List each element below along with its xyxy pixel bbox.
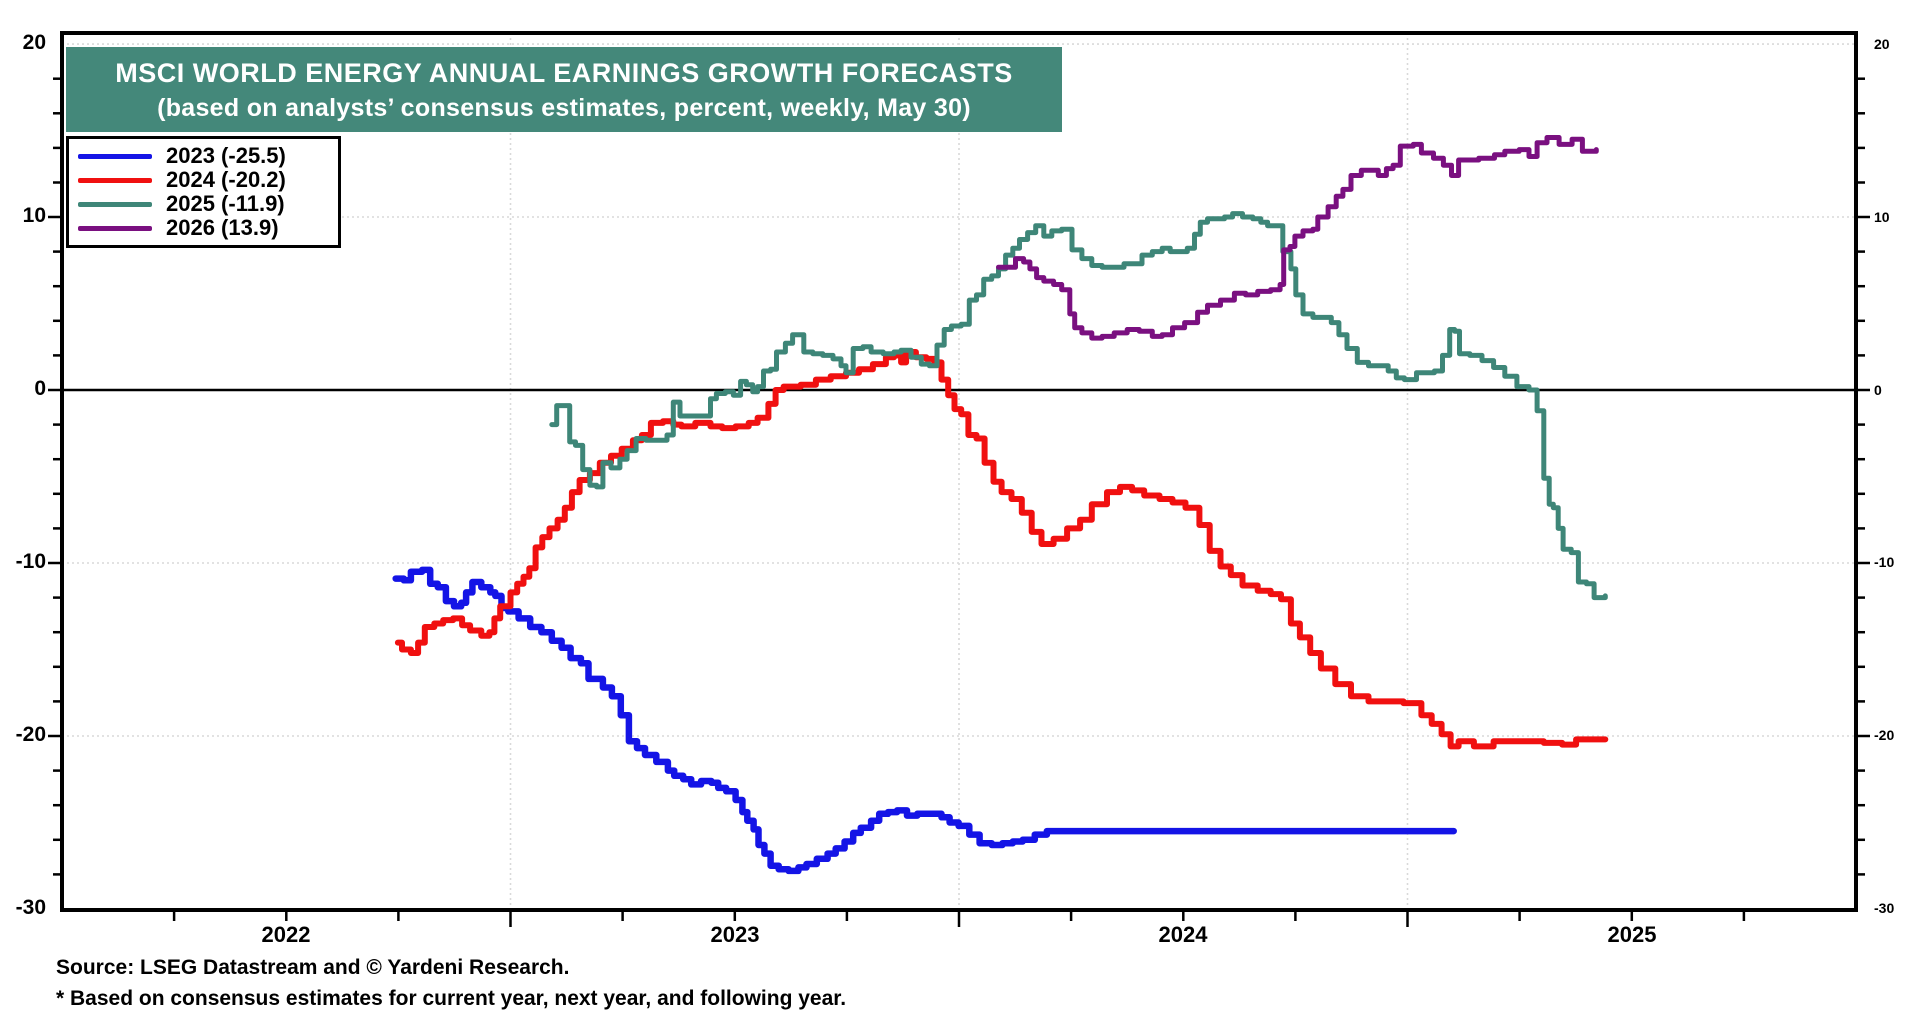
y-axis-label-left--20: -20 [15, 723, 46, 746]
chart-subtitle: (based on analysts’ consensus estimates,… [157, 93, 971, 122]
y-axis-label-right--10: -10 [1874, 554, 1895, 570]
x-axis-label-2023: 2023 [710, 922, 760, 947]
y-axis-label-left-10: 10 [22, 204, 46, 227]
legend-swatch-2025 [78, 201, 152, 207]
x-axis-label-2025: 2025 [1607, 922, 1657, 947]
legend-item-2024: 2024 (-20.2) [78, 168, 338, 192]
x-axis-label-2024: 2024 [1158, 922, 1208, 947]
y-axis-label-right-0: 0 [1874, 382, 1882, 398]
y-axis-label-right--30: -30 [1874, 900, 1895, 916]
legend-swatch-2024 [78, 177, 152, 183]
legend-label-2025: 2025 (-11.9) [166, 191, 285, 216]
y-axis-label-left-0: 0 [34, 377, 46, 400]
footnote-line: * Based on consensus estimates for curre… [56, 987, 847, 1010]
x-axis-label-2022: 2022 [261, 922, 311, 947]
legend-item-2023: 2023 (-25.5) [78, 144, 338, 168]
y-axis-label-left--10: -10 [15, 550, 46, 573]
legend-item-2026: 2026 (13.9) [78, 216, 338, 240]
y-axis-label-right--20: -20 [1874, 727, 1895, 743]
chart-title: MSCI WORLD ENERGY ANNUAL EARNINGS GROWTH… [115, 57, 1013, 88]
legend-label-2023: 2023 (-25.5) [166, 143, 286, 168]
y-axis-label-right-20: 20 [1874, 36, 1890, 52]
legend-item-2025: 2025 (-11.9) [78, 192, 338, 216]
y-axis-label-right-10: 10 [1874, 209, 1890, 225]
legend-label-2026: 2026 (13.9) [166, 215, 279, 240]
y-axis-label-left--30: -30 [15, 896, 46, 919]
legend: 2023 (-25.5) 2024 (-20.2) 2025 (-11.9) 2… [66, 136, 341, 248]
y-axis-label-left-20: 20 [22, 31, 46, 54]
source-line: Source: LSEG Datastream and © Yardeni Re… [56, 956, 570, 979]
legend-label-2024: 2024 (-20.2) [166, 167, 286, 192]
legend-swatch-2023 [78, 153, 152, 159]
legend-swatch-2026 [78, 225, 152, 231]
chart-title-banner: MSCI WORLD ENERGY ANNUAL EARNINGS GROWTH… [66, 47, 1062, 132]
